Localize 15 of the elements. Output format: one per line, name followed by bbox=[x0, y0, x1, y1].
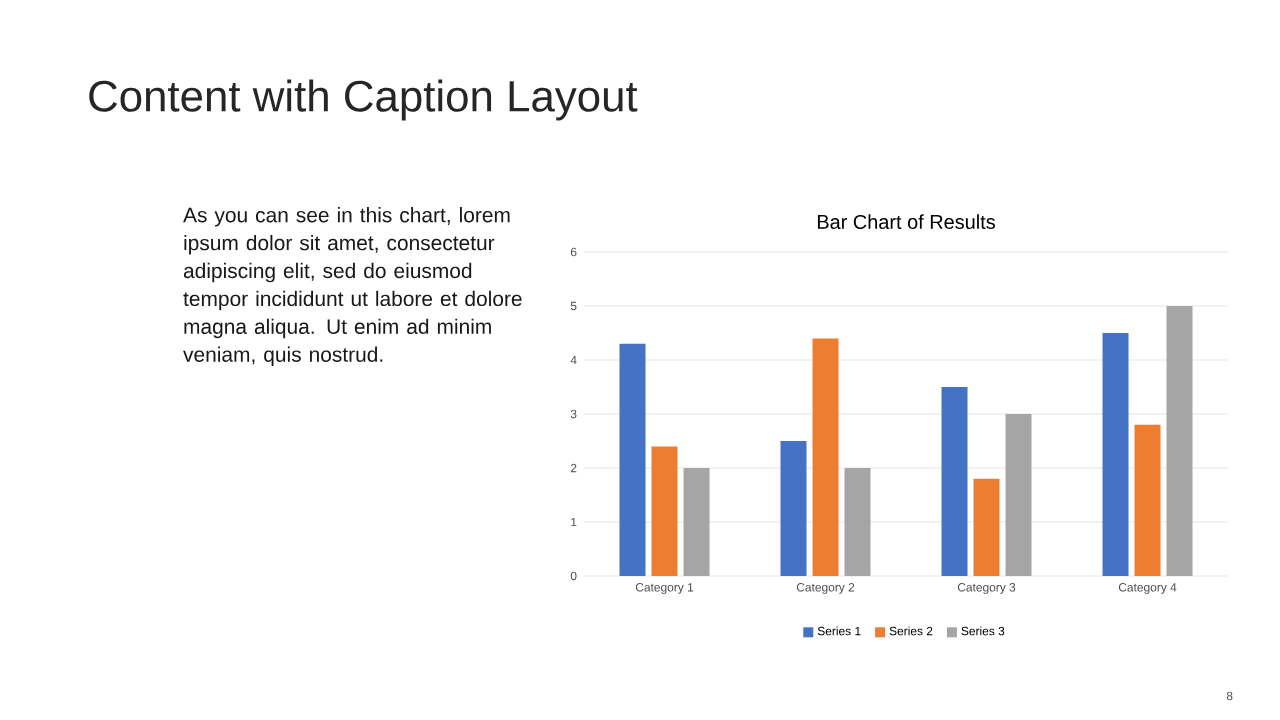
bar bbox=[1166, 305, 1193, 576]
text: Content with Caption Layout bbox=[89, 79, 638, 121]
bar bbox=[1134, 424, 1161, 576]
bar bbox=[1005, 414, 1032, 576]
bar bbox=[780, 441, 807, 576]
bar bbox=[683, 468, 710, 576]
bar bbox=[619, 343, 646, 576]
bar bbox=[844, 468, 871, 576]
chart-title: Bar Chart of Results bbox=[817, 214, 995, 229]
bar bbox=[812, 338, 839, 576]
bar bbox=[941, 387, 968, 576]
bar bbox=[651, 446, 678, 576]
bar bbox=[973, 478, 1000, 576]
text: As you can see in this chart, lorem ipsum dolor sit amet, consectetur adipiscing elit, sed do eiusmod tempor incididunt ut labore et dolore magna aliqua. Ut enim ad minim veniam, quis nostrud. bbox=[183, 207, 522, 367]
bar bbox=[1102, 332, 1129, 576]
